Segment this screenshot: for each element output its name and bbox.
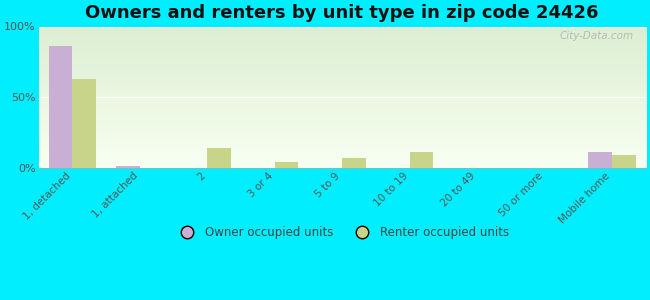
Bar [49, 46, 72, 168]
Bar [207, 148, 231, 168]
Bar [612, 155, 636, 168]
Legend: Owner occupied units, Renter occupied units: Owner occupied units, Renter occupied un… [170, 221, 514, 244]
Bar [116, 166, 140, 168]
Title: Owners and renters by unit type in zip code 24426: Owners and renters by unit type in zip c… [85, 4, 599, 22]
Bar [410, 152, 434, 168]
Bar [588, 152, 612, 168]
Bar [342, 158, 366, 168]
Text: City-Data.com: City-Data.com [560, 31, 634, 41]
Bar [275, 162, 298, 168]
Bar [72, 79, 96, 168]
